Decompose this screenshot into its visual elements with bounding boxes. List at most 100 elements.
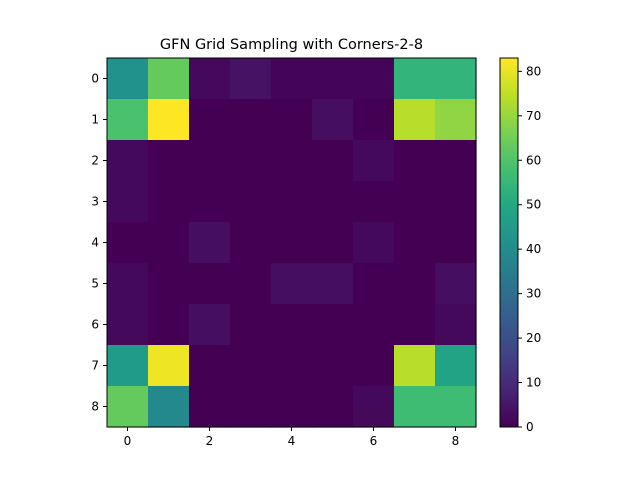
heatmap-cell [271,140,313,182]
x-tick-label: 2 [206,434,214,448]
heatmap-cell [312,222,354,264]
heatmap-cell [189,304,231,346]
heatmap-cell [148,263,190,305]
colorbar-tick-label: 30 [526,287,541,301]
heatmap-cell [107,386,149,428]
heatmap-cell [312,99,354,141]
heatmap-cell [312,140,354,182]
colorbar-tick-label: 60 [526,153,541,167]
heatmap-cell [394,263,436,305]
heatmap-cell [148,304,190,346]
heatmap-cell [271,99,313,141]
y-tick-label: 7 [91,359,99,373]
y-tick-label: 2 [91,154,99,168]
heatmap-cell [107,263,149,305]
heatmap-cell [230,181,272,223]
heatmap-cell [189,181,231,223]
x-tick-label: 6 [370,434,378,448]
heatmap-cell [271,58,313,100]
heatmap-cell [230,345,272,387]
heatmap-cell [230,222,272,264]
heatmap-cell [148,58,190,100]
chart-title: GFN Grid Sampling with Corners-2-8 [160,37,423,53]
heatmap-cell [312,386,354,428]
heatmap-cell [189,222,231,264]
heatmap-cell [394,386,436,428]
heatmap-cell [312,58,354,100]
colorbar-tick-label: 50 [526,198,541,212]
x-tick-label: 0 [124,434,132,448]
y-tick-label: 8 [91,400,99,414]
heatmap-cell [394,345,436,387]
heatmap-cell [394,58,436,100]
heatmap-cell [394,181,436,223]
heatmap-cell [353,386,395,428]
heatmap-cell [312,181,354,223]
y-tick-label: 0 [91,72,99,86]
heatmap-cell [107,58,149,100]
heatmap-cell [394,99,436,141]
colorbar-tick-label: 70 [526,109,541,123]
heatmap-cell [312,304,354,346]
heatmap-cell [271,181,313,223]
heatmap-cell [189,345,231,387]
heatmap-cell [435,99,477,141]
heatmap-cell [107,304,149,346]
heatmap-cell [312,263,354,305]
heatmap-cell [353,345,395,387]
y-tick-label: 3 [91,195,99,209]
colorbar-tick-label: 40 [526,242,541,256]
heatmap-cell [230,99,272,141]
heatmap-cell [271,222,313,264]
x-axis: 0 2 4 6 8 [124,427,460,448]
heatmap-cell [148,222,190,264]
heatmap-cell [353,58,395,100]
heatmap-cell [189,99,231,141]
heatmap-cells [107,58,477,428]
heatmap-cell [148,99,190,141]
heatmap-cell [312,345,354,387]
y-tick-label: 1 [91,113,99,127]
heatmap-cell [271,304,313,346]
heatmap-cell [394,222,436,264]
colorbar-axis: 0 10 20 30 40 50 60 70 80 [518,64,541,434]
heatmap-cell [189,263,231,305]
heatmap-cell [107,181,149,223]
heatmap-cell [148,181,190,223]
heatmap-cell [353,222,395,264]
y-axis: 0 1 2 3 4 5 6 7 8 [91,72,107,414]
colorbar-tick-label: 20 [526,331,541,345]
heatmap-cell [189,140,231,182]
heatmap-cell [189,58,231,100]
heatmap-cell [353,140,395,182]
heatmap-cell [435,58,477,100]
heatmap-cell [230,304,272,346]
y-tick-label: 4 [91,236,99,250]
heatmap-cell [107,140,149,182]
heatmap-cell [435,222,477,264]
heatmap-cell [230,386,272,428]
heatmap-cell [148,345,190,387]
heatmap-cell [435,345,477,387]
y-tick-label: 5 [91,277,99,291]
colorbar-tick-label: 0 [526,420,534,434]
heatmap-cell [271,345,313,387]
colorbar [499,57,519,428]
heatmap-cell [107,99,149,141]
heatmap-cell [107,222,149,264]
colorbar-tick-label: 10 [526,376,541,390]
heatmap-cell [435,304,477,346]
heatmap-cell [353,181,395,223]
y-tick-label: 6 [91,318,99,332]
heatmap-cell [148,386,190,428]
heatmap-cell [271,263,313,305]
heatmap-cell [435,181,477,223]
heatmap-cell [435,140,477,182]
heatmap-cell [353,263,395,305]
colorbar-tick-label: 80 [526,64,541,78]
heatmap-cell [394,304,436,346]
x-tick-label: 8 [452,434,460,448]
heatmap-cell [435,386,477,428]
heatmap-cell [271,386,313,428]
